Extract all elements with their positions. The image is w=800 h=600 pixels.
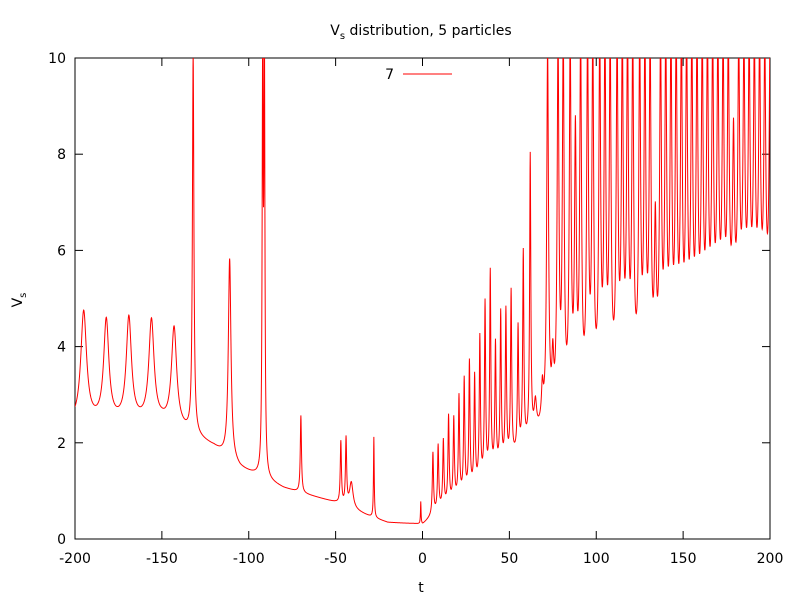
x-tick-label: 50 xyxy=(500,551,518,567)
y-tick-label: 0 xyxy=(57,532,66,548)
x-tick-label: -150 xyxy=(146,551,178,567)
plot-frame xyxy=(74,57,771,540)
x-tick-label: 100 xyxy=(583,551,610,567)
y-tick-label: 2 xyxy=(57,436,66,452)
y-tick-label: 10 xyxy=(48,51,66,67)
x-tick-label: 200 xyxy=(757,551,784,567)
legend-entry-label: 7 xyxy=(385,67,394,83)
y-axis-label-main: V xyxy=(10,297,26,307)
x-axis-label: t xyxy=(418,580,424,596)
x-tick-label: -200 xyxy=(59,551,91,567)
x-tick-label: -100 xyxy=(233,551,265,567)
y-axis-label: Vs xyxy=(10,293,29,308)
series-line-7 xyxy=(75,58,770,524)
title-rest: distribution, 5 particles xyxy=(345,23,512,39)
y-tick-label: 8 xyxy=(57,147,66,163)
legend: 7 xyxy=(385,67,452,83)
title-subscript: s xyxy=(340,31,345,42)
x-tick-label: -50 xyxy=(324,551,347,567)
y-tick-label: 4 xyxy=(57,340,66,356)
y-tick-label: 6 xyxy=(57,243,66,259)
title-main: V xyxy=(330,23,340,39)
chart-title: Vs distribution, 5 particles xyxy=(330,23,511,42)
x-tick-label: 150 xyxy=(670,551,697,567)
x-tick-label: 0 xyxy=(418,551,427,567)
y-axis-label-subscript: s xyxy=(18,293,29,298)
x-axis-ticks: -200 -150 -100 -50 0 50 100 150 200 xyxy=(59,58,783,567)
plot-area xyxy=(75,58,770,524)
